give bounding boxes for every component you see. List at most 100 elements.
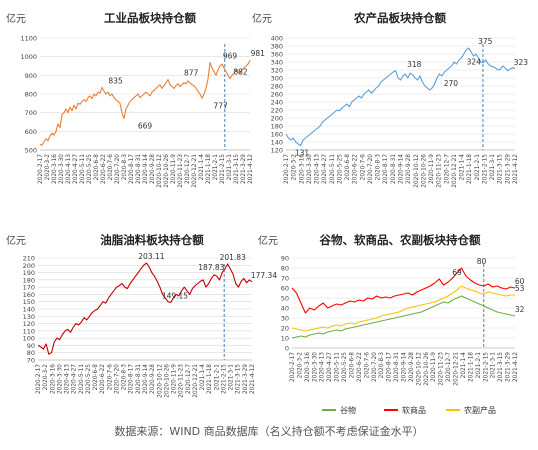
data-label: 149.15 — [162, 291, 188, 300]
y-unit-label: 亿元 — [258, 234, 278, 247]
x-tick-label: 2020-12-21 — [454, 352, 460, 386]
data-label: 981 — [251, 49, 266, 58]
x-tick-label: 2020-10-26 — [164, 154, 170, 188]
x-tick-label: 2020-3-2 — [45, 154, 51, 181]
x-tick-label: 2021-2-1 — [475, 154, 481, 181]
x-tick-label: 2020-5-25 — [337, 154, 343, 184]
x-tick-label: 2020-7-6 — [360, 154, 366, 181]
x-tick-label: 2020-3-16 — [52, 154, 58, 184]
x-tick-label: 2021-1-4 — [199, 154, 205, 181]
x-tick-label: 2021-3-15 — [498, 154, 504, 184]
series-line-软商品 — [291, 267, 516, 314]
y-tick-label: 360 — [271, 51, 283, 59]
y-tick-label: 220 — [271, 107, 283, 115]
y-tick-label: 260 — [271, 91, 283, 99]
data-label: 324 — [467, 57, 482, 66]
x-tick-label: 2020-7-20 — [114, 364, 120, 394]
x-tick-label: 2021-1-18 — [206, 154, 212, 184]
x-tick-label: 2021-3-15 — [234, 154, 240, 184]
y-tick-label: 170 — [23, 284, 35, 292]
y-tick-label: 320 — [271, 67, 283, 75]
y-tick-label: 180 — [23, 276, 35, 284]
x-tick-label: 2021-1-18 — [207, 364, 213, 394]
y-tick-label: 180 — [271, 123, 283, 131]
x-tick-label: 2020-11-9 — [171, 154, 177, 184]
x-tick-label: 2020-8-31 — [136, 154, 142, 184]
x-tick-label: 2020-6-8 — [349, 352, 355, 379]
x-tick-label: 2021-3-29 — [243, 364, 249, 394]
x-tick-label: 2020-8-3 — [376, 154, 382, 181]
series-line-industrial — [39, 59, 251, 146]
x-tick-label: 2020-8-17 — [387, 352, 393, 382]
x-tick-label: 2021-4-12 — [248, 154, 254, 184]
x-tick-label: 2020-10-26 — [424, 352, 430, 386]
data-label: 877 — [184, 69, 199, 78]
x-tick-label: 2020-12-7 — [444, 154, 450, 184]
x-tick-label: 2020-7-6 — [108, 154, 114, 181]
x-tick-label: 2021-4-12 — [250, 364, 256, 394]
x-tick-label: 2020-4-27 — [72, 364, 78, 394]
data-label: 177.34 — [251, 271, 277, 280]
x-tick-label: 2020-5-25 — [87, 154, 93, 184]
y-tick-label: 70 — [27, 357, 35, 365]
x-tick-label: 2020-11-9 — [172, 364, 178, 394]
y-tick-label: 60 — [281, 285, 289, 293]
data-label: 835 — [108, 76, 123, 85]
x-tick-label: 2020-4-13 — [65, 364, 71, 394]
x-tick-label: 2021-3-1 — [490, 154, 496, 181]
x-tick-label: 2020-2-17 — [38, 154, 44, 184]
x-tick-label: 2020-8-3 — [122, 364, 128, 391]
x-tick-label: 2021-2-15 — [482, 154, 488, 184]
x-tick-label: 2020-9-28 — [150, 364, 156, 394]
x-tick-label: 2020-4-13 — [315, 154, 321, 184]
x-tick-label: 2021-3-29 — [506, 352, 512, 382]
data-label: 53 — [515, 284, 525, 293]
chart-panel-grains: 谷物、软商品、农副板块持仓额 亿元 0 10 20 30 40 50 60 70 80 90 2020-… — [258, 233, 525, 415]
x-tick-label: 2021-1-18 — [467, 154, 473, 184]
x-tick-label: 2020-7-20 — [115, 154, 121, 184]
x-tick-label: 2020-2-17 — [284, 154, 290, 184]
y-tick-label: 600 — [25, 128, 37, 136]
x-tick-label: 2020-12-21 — [193, 364, 199, 398]
x-tick-label: 2021-1-4 — [461, 352, 467, 379]
data-label: 131 — [295, 149, 310, 158]
x-tick-label: 2020-7-6 — [364, 352, 370, 379]
y-tick-label: 160 — [271, 131, 283, 139]
y-tick-label: 210 — [23, 255, 35, 263]
y-tick-label: 1000 — [20, 53, 37, 61]
x-tick-label: 2020-12-7 — [186, 364, 192, 394]
x-tick-label: 2020-5-11 — [335, 352, 341, 382]
x-tick-label: 2020-11-9 — [431, 352, 437, 382]
x-tick-label: 2020-3-2 — [292, 154, 298, 181]
x-tick-label: 2020-5-25 — [86, 364, 92, 394]
x-tick-label: 2020-12-7 — [185, 154, 191, 184]
y-tick-label: 30 — [281, 315, 289, 323]
y-tick-label: 0 — [285, 345, 289, 353]
x-tick-label: 2021-2-15 — [483, 352, 489, 382]
y-tick-label: 700 — [25, 109, 37, 117]
x-tick-label: 2020-9-14 — [399, 154, 405, 184]
series-line-agri — [285, 47, 516, 147]
y-unit-label: 亿元 — [6, 12, 26, 25]
data-label: 323 — [514, 58, 529, 67]
y-tick-label: 1100 — [20, 35, 37, 43]
data-label: 882 — [233, 68, 248, 77]
x-tick-label: 2020-10-12 — [157, 364, 163, 398]
x-tick-label: 2020-4-27 — [73, 154, 79, 184]
x-tick-label: 2021-3-1 — [491, 352, 497, 379]
x-tick-label: 2020-11-23 — [439, 352, 445, 386]
legend-label: 软商品 — [402, 405, 426, 415]
x-tick-label: 2021-2-1 — [214, 364, 220, 391]
x-tick-label: 2020-11-9 — [429, 154, 435, 184]
x-tick-label: 2021-3-15 — [236, 364, 242, 394]
y-tick-label: 200 — [271, 115, 283, 123]
y-tick-label: 80 — [27, 349, 35, 357]
x-tick-label: 2020-10-12 — [157, 154, 163, 188]
x-tick-label: 2021-1-4 — [200, 364, 206, 391]
data-label: 203.11 — [138, 252, 164, 261]
data-label: 318 — [407, 60, 422, 69]
x-tick-label: 2020-8-17 — [129, 364, 135, 394]
x-tick-label: 2021-2-1 — [476, 352, 482, 379]
y-tick-label: 120 — [23, 320, 35, 328]
x-tick-label: 2020-8-31 — [391, 154, 397, 184]
